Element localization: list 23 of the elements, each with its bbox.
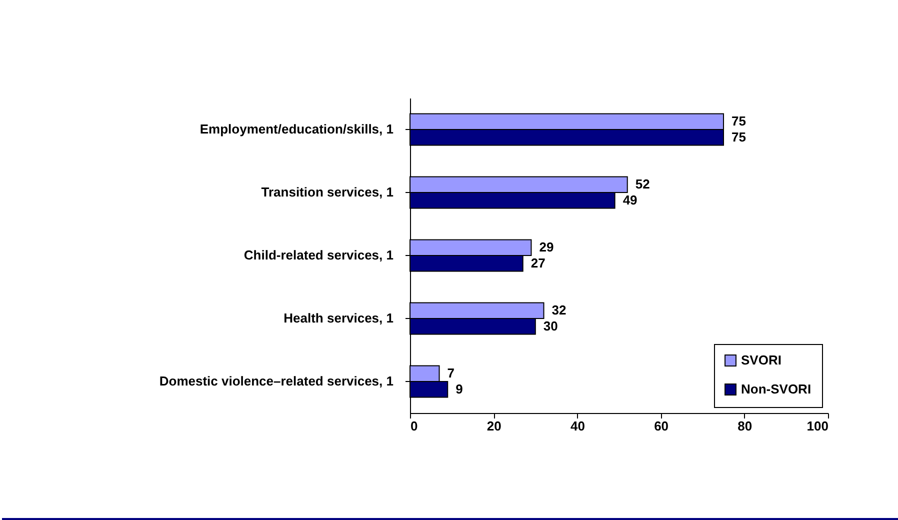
y-tick-label: Employment/education/skills, 1 bbox=[200, 122, 394, 136]
legend-label: Non-SVORI bbox=[741, 382, 812, 396]
data-label: 9 bbox=[456, 381, 463, 396]
x-tick-label: 0 bbox=[410, 418, 418, 434]
data-label: 32 bbox=[552, 302, 566, 318]
data-label: 75 bbox=[732, 129, 746, 144]
data-label: 27 bbox=[530, 255, 546, 270]
data-label: 75 bbox=[732, 114, 746, 129]
x-tick-label: 40 bbox=[570, 418, 585, 434]
data-label: 49 bbox=[622, 192, 638, 208]
data-label: 30 bbox=[543, 318, 558, 334]
data-label: 52 bbox=[635, 176, 650, 192]
x-tick-label: 80 bbox=[738, 418, 752, 434]
data-label: 7 bbox=[447, 366, 454, 381]
y-tick-label: Transition services, 1 bbox=[261, 184, 394, 200]
x-tick-label: 100 bbox=[806, 418, 828, 434]
y-tick-label: Health services, 1 bbox=[284, 310, 394, 326]
x-tick-label: 20 bbox=[486, 418, 502, 434]
y-tick-label: Child-related services, 1 bbox=[244, 248, 394, 262]
legend-label: SVORI bbox=[741, 352, 782, 368]
data-label: 29 bbox=[539, 240, 554, 255]
y-tick-label: Domestic violence–related services, 1 bbox=[159, 374, 394, 388]
x-tick-label: 60 bbox=[654, 418, 669, 434]
